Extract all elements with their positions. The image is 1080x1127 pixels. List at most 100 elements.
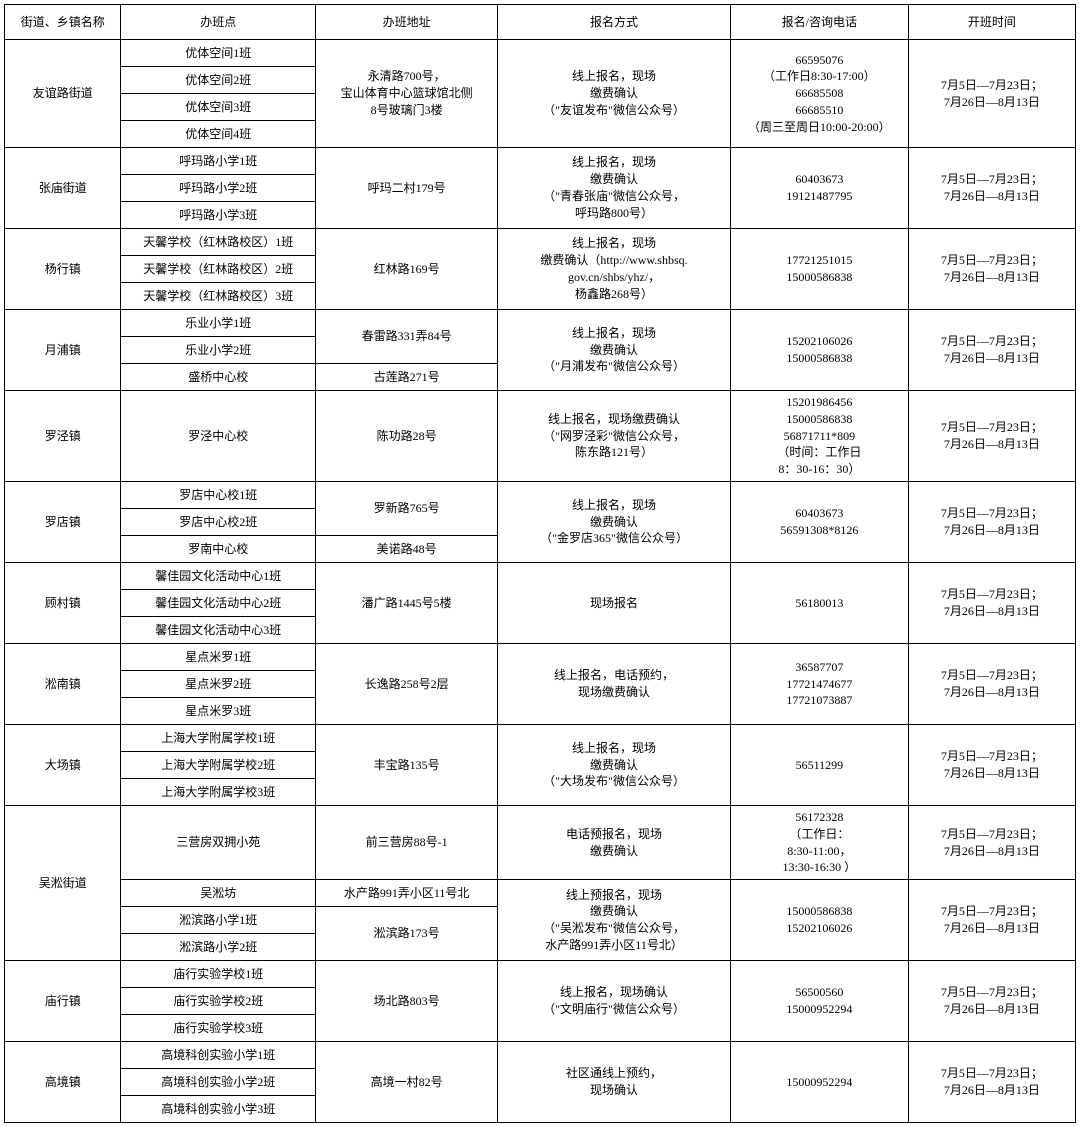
site-cell: 天馨学校（红林路校区）2班 — [121, 256, 316, 283]
address-cell: 红林路169号 — [316, 229, 498, 310]
col-time: 开班时间 — [908, 5, 1075, 40]
site-cell: 高境科创实验小学2班 — [121, 1069, 316, 1096]
site-cell: 淞滨路小学1班 — [121, 907, 316, 934]
district-cell: 高境镇 — [5, 1042, 121, 1123]
site-cell: 优体空间3班 — [121, 94, 316, 121]
district-cell: 张庙街道 — [5, 148, 121, 229]
address-cell: 陈功路28号 — [316, 391, 498, 482]
site-cell: 呼玛路小学1班 — [121, 148, 316, 175]
site-cell: 高境科创实验小学1班 — [121, 1042, 316, 1069]
table-row: 罗店镇罗店中心校1班罗新路765号线上报名，现场缴费确认（"金罗店365"微信公… — [5, 481, 1076, 508]
site-cell: 庙行实验学校1班 — [121, 961, 316, 988]
site-cell: 吴淞坊 — [121, 880, 316, 907]
table-body: 友谊路街道优体空间1班永清路700号，宝山体育中心篮球馆北侧8号玻璃门3楼线上报… — [5, 40, 1076, 1123]
time-cell: 7月5日—7月23日；7月26日—8月13日 — [908, 310, 1075, 391]
method-cell: 线上报名，现场缴费确认（"月浦发布"微信公众号） — [498, 310, 731, 391]
site-cell: 淞滨路小学2班 — [121, 934, 316, 961]
method-cell: 线上报名，现场缴费确认（"友谊发布"微信公众号） — [498, 40, 731, 148]
table-row: 高境镇高境科创实验小学1班高境一村82号社区通线上预约，现场确认15000952… — [5, 1042, 1076, 1069]
time-cell: 7月5日—7月23日；7月26日—8月13日 — [908, 880, 1075, 961]
phone-cell: 56172328（工作日：8:30-11:00，13:30-16:30 ） — [730, 805, 908, 879]
table-row: 友谊路街道优体空间1班永清路700号，宝山体育中心篮球馆北侧8号玻璃门3楼线上报… — [5, 40, 1076, 67]
col-district: 街道、乡镇名称 — [5, 5, 121, 40]
site-cell: 馨佳园文化活动中心2班 — [121, 589, 316, 616]
table-row: 吴淞街道三营房双拥小苑前三营房88号-1电话预报名，现场缴费确认56172328… — [5, 805, 1076, 879]
site-cell: 星点米罗1班 — [121, 643, 316, 670]
district-cell: 罗泾镇 — [5, 391, 121, 482]
table-row: 大场镇上海大学附属学校1班丰宝路135号线上报名，现场缴费确认（"大场发布"微信… — [5, 724, 1076, 751]
address-cell: 罗新路765号 — [316, 481, 498, 535]
method-cell: 线上报名，现场缴费确认（"大场发布"微信公众号） — [498, 724, 731, 805]
address-cell: 长逸路258号2层 — [316, 643, 498, 724]
phone-cell: 66595076（工作日8:30-17:00）6668550866685510（… — [730, 40, 908, 148]
time-cell: 7月5日—7月23日；7月26日—8月13日 — [908, 643, 1075, 724]
time-cell: 7月5日—7月23日；7月26日—8月13日 — [908, 391, 1075, 482]
site-cell: 馨佳园文化活动中心3班 — [121, 616, 316, 643]
phone-cell: 56180013 — [730, 562, 908, 643]
district-cell: 顾村镇 — [5, 562, 121, 643]
time-cell: 7月5日—7月23日；7月26日—8月13日 — [908, 40, 1075, 148]
site-cell: 优体空间1班 — [121, 40, 316, 67]
method-cell: 社区通线上预约，现场确认 — [498, 1042, 731, 1123]
site-cell: 上海大学附属学校2班 — [121, 751, 316, 778]
address-cell: 丰宝路135号 — [316, 724, 498, 805]
phone-cell: 6040367356591308*8126 — [730, 481, 908, 562]
district-cell: 吴淞街道 — [5, 805, 121, 960]
table-row: 庙行镇庙行实验学校1班场北路803号线上报名，现场确认（"文明庙行"微信公众号）… — [5, 961, 1076, 988]
method-cell: 线上报名，电话预约，现场缴费确认 — [498, 643, 731, 724]
address-cell: 淞滨路173号 — [316, 907, 498, 961]
time-cell: 7月5日—7月23日；7月26日—8月13日 — [908, 724, 1075, 805]
phone-cell: 1500058683815202106026 — [730, 880, 908, 961]
site-cell: 星点米罗2班 — [121, 670, 316, 697]
method-cell: 线上报名，现场确认（"文明庙行"微信公众号） — [498, 961, 731, 1042]
time-cell: 7月5日—7月23日；7月26日—8月13日 — [908, 562, 1075, 643]
table-row: 淞南镇星点米罗1班长逸路258号2层线上报名，电话预约，现场缴费确认365877… — [5, 643, 1076, 670]
district-cell: 大场镇 — [5, 724, 121, 805]
table-row: 杨行镇天馨学校（红林路校区）1班红林路169号线上报名，现场缴费确认（http:… — [5, 229, 1076, 256]
district-cell: 友谊路街道 — [5, 40, 121, 148]
site-cell: 上海大学附属学校3班 — [121, 778, 316, 805]
address-cell: 呼玛二村179号 — [316, 148, 498, 229]
col-phone: 报名/咨询电话 — [730, 5, 908, 40]
address-cell: 春雷路331弄84号 — [316, 310, 498, 364]
district-cell: 杨行镇 — [5, 229, 121, 310]
site-cell: 罗店中心校1班 — [121, 481, 316, 508]
phone-cell: 1772125101515000586838 — [730, 229, 908, 310]
phone-cell: 15000952294 — [730, 1042, 908, 1123]
address-cell: 美诺路48号 — [316, 535, 498, 562]
address-cell: 高境一村82号 — [316, 1042, 498, 1123]
site-cell: 庙行实验学校2班 — [121, 988, 316, 1015]
table-row: 张庙街道呼玛路小学1班呼玛二村179号线上报名，现场缴费确认（"青春张庙"微信公… — [5, 148, 1076, 175]
phone-cell: 6040367319121487795 — [730, 148, 908, 229]
col-site: 办班点 — [121, 5, 316, 40]
method-cell: 电话预报名，现场缴费确认 — [498, 805, 731, 879]
address-cell: 潘广路1445号5楼 — [316, 562, 498, 643]
district-cell: 淞南镇 — [5, 643, 121, 724]
method-cell: 线上报名，现场缴费确认（"金罗店365"微信公众号） — [498, 481, 731, 562]
site-cell: 呼玛路小学3班 — [121, 202, 316, 229]
site-cell: 罗泾中心校 — [121, 391, 316, 482]
site-cell: 乐业小学2班 — [121, 337, 316, 364]
method-cell: 线上报名，现场缴费确认（http://www.shbsq.gov.cn/shbs… — [498, 229, 731, 310]
site-cell: 盛桥中心校 — [121, 364, 316, 391]
address-cell: 古莲路271号 — [316, 364, 498, 391]
address-cell: 场北路803号 — [316, 961, 498, 1042]
address-cell: 永清路700号，宝山体育中心篮球馆北侧8号玻璃门3楼 — [316, 40, 498, 148]
phone-cell: 365877071772147467717721073887 — [730, 643, 908, 724]
district-cell: 月浦镇 — [5, 310, 121, 391]
address-cell: 水产路991弄小区11号北 — [316, 880, 498, 907]
district-cell: 庙行镇 — [5, 961, 121, 1042]
time-cell: 7月5日—7月23日；7月26日—8月13日 — [908, 148, 1075, 229]
col-method: 报名方式 — [498, 5, 731, 40]
table-row: 吴淞坊水产路991弄小区11号北线上预报名，现场缴费确认（"吴淞发布"微信公众号… — [5, 880, 1076, 907]
site-cell: 呼玛路小学2班 — [121, 175, 316, 202]
site-cell: 三营房双拥小苑 — [121, 805, 316, 879]
site-cell: 星点米罗3班 — [121, 697, 316, 724]
table-row: 月浦镇乐业小学1班春雷路331弄84号线上报名，现场缴费确认（"月浦发布"微信公… — [5, 310, 1076, 337]
site-cell: 罗店中心校2班 — [121, 508, 316, 535]
address-cell: 前三营房88号-1 — [316, 805, 498, 879]
header-row: 街道、乡镇名称 办班点 办班地址 报名方式 报名/咨询电话 开班时间 — [5, 5, 1076, 40]
site-cell: 乐业小学1班 — [121, 310, 316, 337]
time-cell: 7月5日—7月23日；7月26日—8月13日 — [908, 1042, 1075, 1123]
phone-cell: 56511299 — [730, 724, 908, 805]
